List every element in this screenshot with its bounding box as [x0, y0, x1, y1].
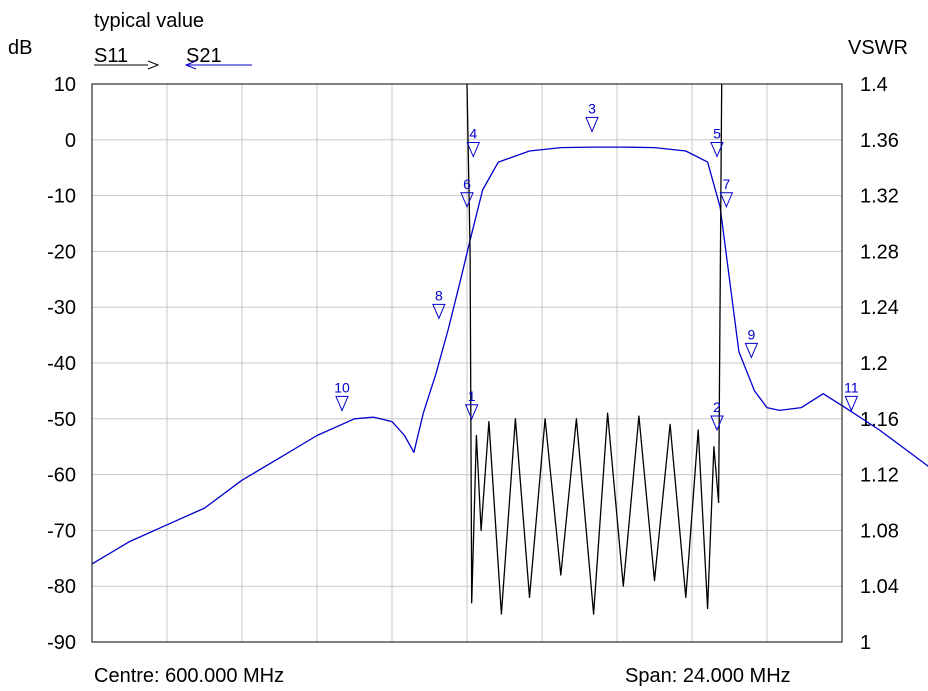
plot-frame: [91, 83, 843, 643]
marker-3-triangle-icon: [585, 116, 599, 133]
span-frequency: Span: 24.000 MHz: [625, 665, 791, 687]
marker-2-label: 2: [713, 399, 721, 415]
marker-9-triangle-icon: [744, 342, 759, 359]
left-axis-unit: dB: [8, 37, 32, 59]
left-tick-label: -70: [47, 520, 76, 542]
marker-8-label: 8: [435, 287, 443, 303]
marker-5-triangle-icon: [710, 142, 724, 158]
marker-6-triangle-icon: [460, 192, 474, 209]
right-tick-label: 1.36: [860, 130, 899, 152]
left-tick-label: -50: [47, 409, 76, 431]
right-axis-unit: VSWR: [848, 37, 908, 59]
marker-2-triangle-icon: [710, 415, 724, 432]
chart-title: typical value: [94, 10, 204, 32]
marker-7-triangle-icon: [719, 192, 734, 209]
right-tick-label: 1.4: [860, 74, 888, 96]
legend-s11-arrow-icon: [147, 60, 160, 70]
right-tick-label: 1.24: [860, 297, 899, 319]
right-tick-label: 1.28: [860, 241, 899, 263]
left-tick-label: -30: [47, 297, 76, 319]
marker-4-triangle-icon: [466, 142, 481, 158]
legend: S11 S21: [94, 45, 252, 70]
grid: [92, 84, 842, 642]
left-tick-label: -10: [47, 186, 76, 208]
left-tick-label: -40: [47, 353, 76, 375]
marker-8-triangle-icon: [432, 303, 446, 320]
left-tick-label: -90: [47, 632, 76, 654]
left-tick-label: 0: [65, 130, 76, 152]
right-tick-label: 1.2: [860, 353, 888, 375]
markers-group: 1 2 3 4 5 6 7 8 9 10 11: [334, 100, 859, 432]
left-axis-ticks: 10 0 -10 -20 -30 -40 -50 -60 -70 -80 -90: [47, 74, 76, 654]
marker-7-label: 7: [722, 176, 730, 192]
right-tick-label: 1.16: [860, 409, 899, 431]
right-tick-label: 1.04: [860, 576, 899, 598]
centre-frequency: Centre: 600.000 MHz: [94, 665, 284, 687]
marker-11-label: 11: [844, 379, 859, 395]
marker-10-triangle-icon: [335, 395, 349, 412]
right-tick-label: 1.12: [860, 465, 899, 487]
series-line-s21: [91, 146, 928, 565]
marker-5-label: 5: [713, 126, 721, 142]
series-line-s11: [466, 83, 723, 615]
marker-10-label: 10: [334, 379, 350, 395]
legend-s21-label: S21: [186, 45, 222, 67]
left-tick-label: -80: [47, 576, 76, 598]
series-group: [91, 83, 928, 615]
left-tick-label: -60: [47, 465, 76, 487]
marker-1-triangle-icon: [464, 404, 479, 421]
left-tick-label: 10: [54, 74, 76, 96]
legend-s11-label: S11: [94, 45, 128, 67]
marker-11-triangle-icon: [844, 395, 859, 412]
right-tick-label: 1.32: [860, 186, 899, 208]
marker-1-label: 1: [468, 388, 476, 404]
marker-9-label: 9: [747, 326, 755, 342]
left-tick-label: -20: [47, 241, 76, 263]
right-axis-ticks: 1.4 1.36 1.32 1.28 1.24 1.2 1.16 1.12 1.08 1.04 1: [860, 74, 899, 654]
marker-6-label: 6: [463, 176, 471, 192]
marker-4-label: 4: [469, 126, 477, 142]
marker-3-label: 3: [588, 100, 596, 116]
right-tick-label: 1: [860, 632, 871, 654]
right-tick-label: 1.08: [860, 520, 899, 542]
legend-s21-arrow-icon: [184, 60, 197, 70]
